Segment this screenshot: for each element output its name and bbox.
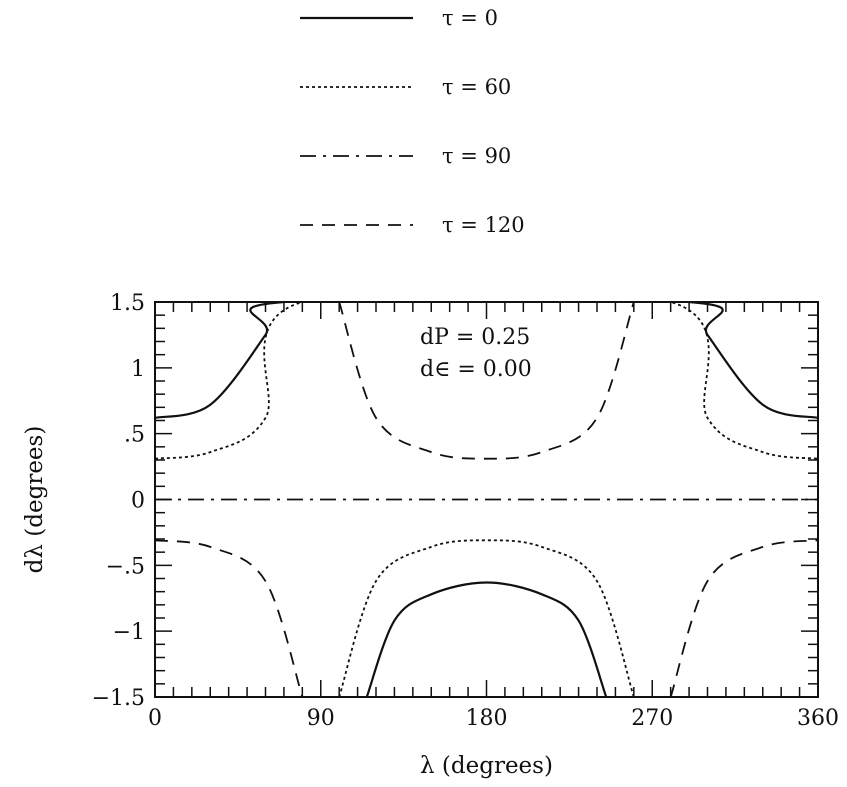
x-tick-label: 90 [307, 706, 335, 731]
series-line-tau-0 [365, 581, 608, 697]
legend-label: τ = 120 [442, 213, 525, 237]
series-line-tau-60 [338, 539, 635, 697]
axis-ticks [154, 301, 819, 698]
y-tick-label: 0 [131, 489, 145, 514]
annotation-text: d∈ = 0.00 [420, 357, 532, 382]
y-tick-label: 1.5 [110, 291, 145, 316]
x-tick-label: 180 [466, 706, 508, 731]
y-tick-label: −1 [113, 620, 145, 645]
y-axis-title: dλ (degrees) [22, 426, 48, 574]
y-tick-label: 1 [131, 357, 145, 382]
y-tick-label: .5 [124, 423, 145, 448]
series-line-tau-60 [155, 302, 818, 460]
legend-label: τ = 60 [442, 75, 511, 99]
series-line-tau-120 [155, 539, 304, 697]
series-line-tau-120 [338, 302, 635, 460]
legend-label: τ = 0 [442, 6, 498, 30]
series-line-tau-0 [155, 302, 818, 419]
curves [155, 302, 818, 697]
x-axis-title: λ (degrees) [420, 753, 553, 779]
x-tick-label: 360 [797, 706, 839, 731]
x-tick-label: 0 [148, 706, 162, 731]
series-line-tau-120 [669, 539, 818, 697]
annotations: dP = 0.25 d∈ = 0.00 [420, 325, 532, 382]
annotation-text: dP = 0.25 [420, 325, 530, 350]
y-tick-label: −1.5 [92, 686, 145, 711]
legend-label: τ = 90 [442, 144, 511, 168]
y-tick-label: −.5 [106, 554, 145, 579]
x-tick-label: 270 [631, 706, 673, 731]
legend: τ = 0 τ = 60 τ = 90 τ = 120 [300, 6, 525, 237]
